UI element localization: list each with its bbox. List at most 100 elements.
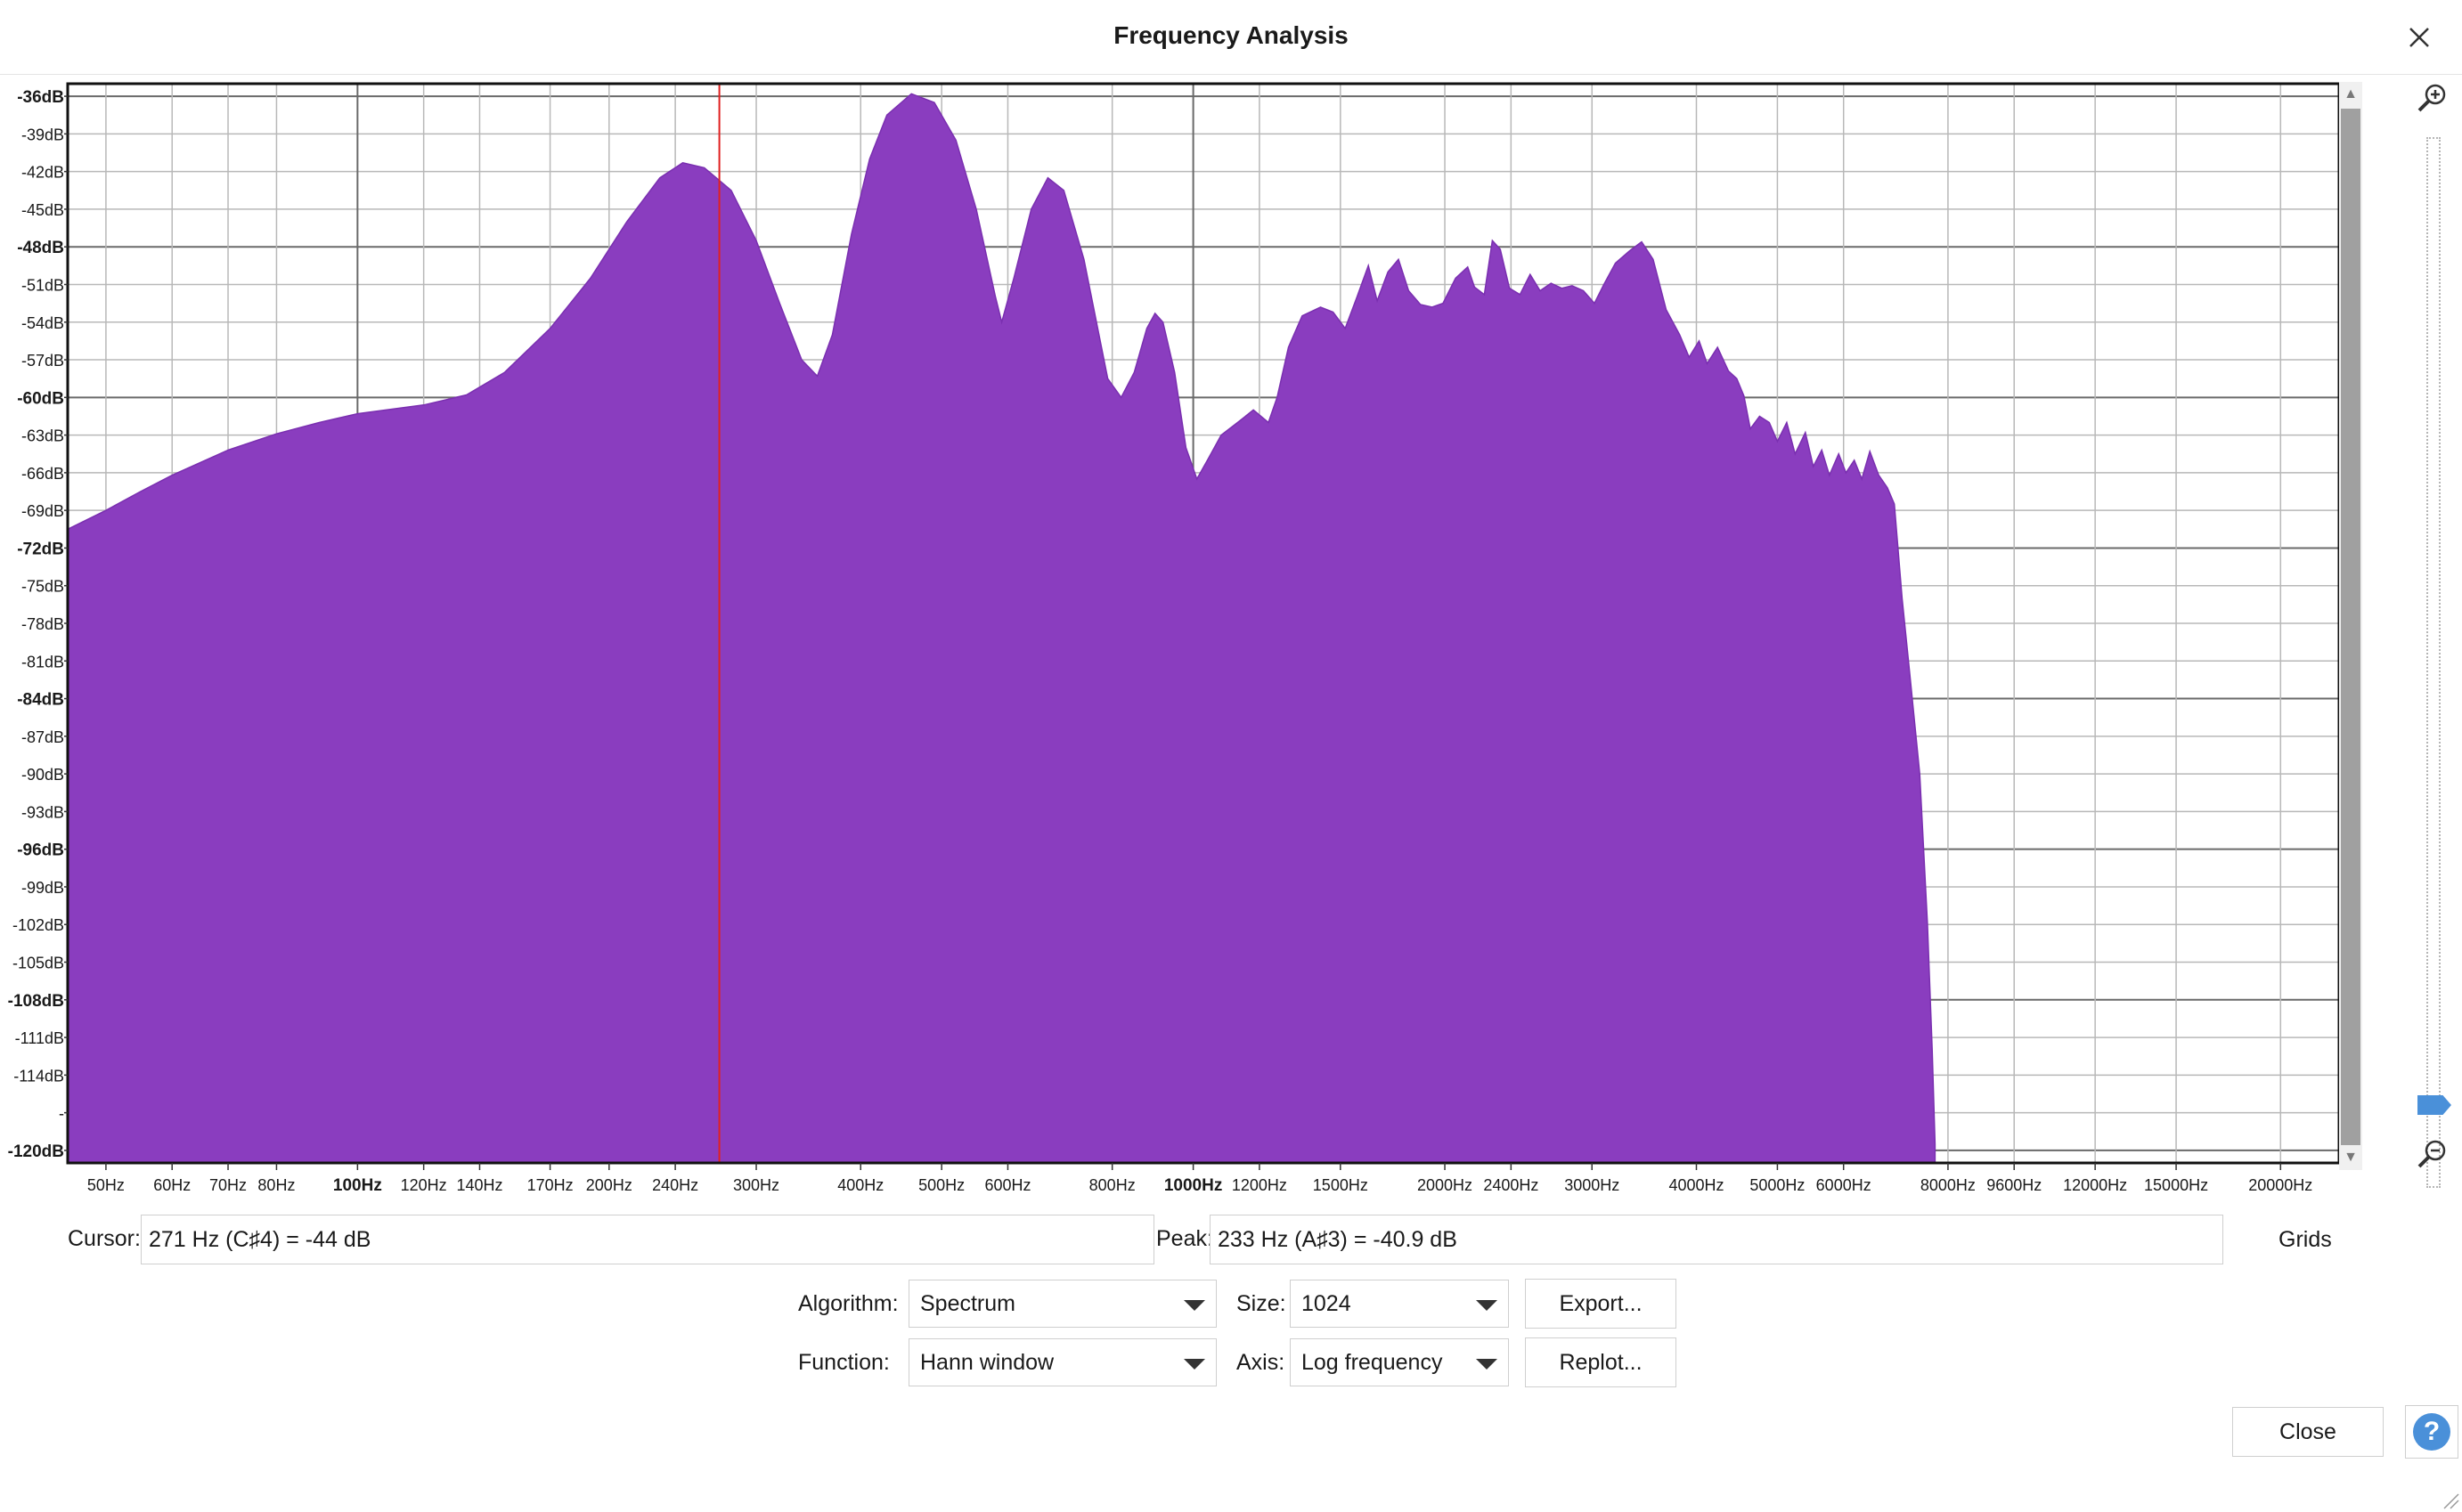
chevron-down-icon (1184, 1359, 1205, 1370)
x-tick-label: 20000Hz (2248, 1176, 2312, 1194)
peak-label: Peak: (1156, 1226, 1213, 1251)
x-tick-label: 1200Hz (1232, 1176, 1287, 1194)
x-tick-label: 600Hz (984, 1176, 1031, 1194)
zoom-slider-thumb[interactable] (2417, 1095, 2451, 1115)
close-button[interactable]: Close (2232, 1407, 2384, 1457)
x-tick-label: 3000Hz (1564, 1176, 1619, 1194)
y-tick-label: -69dB (21, 502, 64, 520)
y-tick-label: -96dB (17, 841, 64, 860)
algorithm-select[interactable]: Spectrum (909, 1280, 1217, 1328)
y-tick-label: -111dB (15, 1029, 64, 1047)
algorithm-value: Spectrum (920, 1291, 1015, 1316)
grids-checkbox-label[interactable]: Grids (2279, 1227, 2332, 1252)
x-tick-label: 9600Hz (1986, 1176, 2042, 1194)
x-tick-label: 2400Hz (1483, 1176, 1538, 1194)
scrollbar-thumb[interactable] (2341, 109, 2360, 1145)
x-tick-label: 50Hz (87, 1176, 125, 1194)
y-tick-label: -90dB (21, 766, 64, 784)
help-button[interactable]: ? (2405, 1405, 2458, 1459)
function-value: Hann window (920, 1350, 1055, 1375)
zoom-panel (2405, 78, 2462, 1188)
y-tick-label: -45dB (21, 201, 64, 219)
zoom-slider[interactable] (2426, 137, 2441, 1188)
y-tick-label: -114dB (13, 1067, 64, 1085)
peak-readout-field[interactable]: 233 Hz (A♯3) = -40.9 dB (1210, 1215, 2223, 1264)
axis-select[interactable]: Log frequency (1290, 1338, 1509, 1386)
chevron-down-icon (1476, 1359, 1497, 1370)
chevron-down-icon (1476, 1300, 1497, 1311)
zoom-out-icon[interactable] (2412, 1134, 2451, 1174)
cursor-label: Cursor: (68, 1226, 141, 1251)
close-icon[interactable] (2400, 18, 2439, 57)
y-tick-label: -99dB (21, 879, 64, 897)
x-tick-label: 1500Hz (1313, 1176, 1368, 1194)
axis-label: Axis: (1236, 1350, 1285, 1375)
y-tick-label: -87dB (21, 728, 64, 746)
x-tick-label: 140Hz (456, 1176, 502, 1194)
x-tick-label: 500Hz (918, 1176, 965, 1194)
y-tick-label: -54dB (21, 314, 64, 332)
size-label: Size: (1236, 1291, 1286, 1316)
x-tick-label: 70Hz (209, 1176, 247, 1194)
y-tick-label: -102dB (12, 916, 64, 934)
y-tick-label: -63dB (21, 427, 64, 445)
y-tick-label: -51dB (21, 276, 64, 294)
chevron-down-icon (1184, 1300, 1205, 1311)
spectrum-plot-area: -36dB -39dB -42dB -45dB -48dB -51dB -54dB -57dB… (0, 75, 2462, 1197)
y-tick-label: -57dB (21, 352, 64, 370)
x-tick-label: 4000Hz (1668, 1176, 1724, 1194)
x-tick-label: 200Hz (586, 1176, 632, 1194)
x-tick-label: 120Hz (401, 1176, 447, 1194)
algorithm-label: Algorithm: (798, 1291, 899, 1316)
spectrum-area (68, 93, 1936, 1163)
y-tick-label: -72dB (17, 540, 64, 558)
cursor-readout-field[interactable]: 271 Hz (C♯4) = -44 dB (141, 1215, 1154, 1264)
scroll-down-icon[interactable]: ▼ (2344, 1150, 2358, 1165)
y-tick-label: - (59, 1105, 64, 1123)
y-tick-label: -105dB (12, 955, 64, 972)
y-tick-label: -84dB (17, 691, 64, 710)
x-tick-label: 6000Hz (1816, 1176, 1871, 1194)
axis-value: Log frequency (1301, 1350, 1443, 1375)
y-tick-label: -66dB (21, 465, 64, 483)
x-tick-label: 15000Hz (2144, 1176, 2208, 1194)
y-tick-label: -120dB (8, 1142, 64, 1161)
y-tick-label: -75dB (21, 578, 64, 596)
x-tick-label: 12000Hz (2063, 1176, 2127, 1194)
function-select[interactable]: Hann window (909, 1338, 1217, 1386)
spectrum-chart[interactable]: -36dB -39dB -42dB -45dB -48dB -51dB -54dB -57dB… (0, 75, 2462, 1197)
x-tick-label: 400Hz (837, 1176, 884, 1194)
y-tick-label: -48dB (17, 239, 64, 257)
zoom-in-icon[interactable] (2412, 78, 2451, 118)
x-tick-label: 60Hz (153, 1176, 191, 1194)
vertical-scrollbar[interactable]: ▲ ▼ (2339, 82, 2362, 1170)
function-label: Function: (798, 1350, 890, 1375)
y-tick-label: -60dB (17, 389, 64, 408)
title-bar: Frequency Analysis (0, 0, 2462, 75)
y-tick-label: -39dB (21, 126, 64, 143)
x-tick-label: 2000Hz (1417, 1176, 1472, 1194)
x-tick-label: 8000Hz (1920, 1176, 1976, 1194)
y-tick-label: -36dB (17, 88, 64, 107)
size-value: 1024 (1301, 1291, 1351, 1316)
y-tick-label: -78dB (21, 615, 64, 633)
size-select[interactable]: 1024 (1290, 1280, 1509, 1328)
x-tick-label: 5000Hz (1749, 1176, 1805, 1194)
y-tick-label: -81dB (21, 653, 64, 671)
x-tick-label: 170Hz (527, 1176, 574, 1194)
x-tick-label: 100Hz (333, 1176, 382, 1195)
export-button[interactable]: Export... (1525, 1279, 1676, 1329)
y-tick-label: -108dB (8, 992, 64, 1011)
window-title: Frequency Analysis (1113, 21, 1349, 49)
replot-button[interactable]: Replot... (1525, 1337, 1676, 1387)
y-tick-label: -42dB (21, 164, 64, 182)
scroll-up-icon[interactable]: ▲ (2344, 86, 2358, 102)
x-tick-label: 300Hz (733, 1176, 779, 1194)
x-tick-label: 80Hz (257, 1176, 295, 1194)
x-tick-label: 800Hz (1089, 1176, 1136, 1194)
resize-grip-icon[interactable] (2439, 1489, 2460, 1510)
help-icon: ? (2413, 1413, 2450, 1451)
y-tick-label: -93dB (21, 803, 64, 821)
x-tick-label: 240Hz (652, 1176, 698, 1194)
x-tick-label: 1000Hz (1164, 1176, 1223, 1195)
